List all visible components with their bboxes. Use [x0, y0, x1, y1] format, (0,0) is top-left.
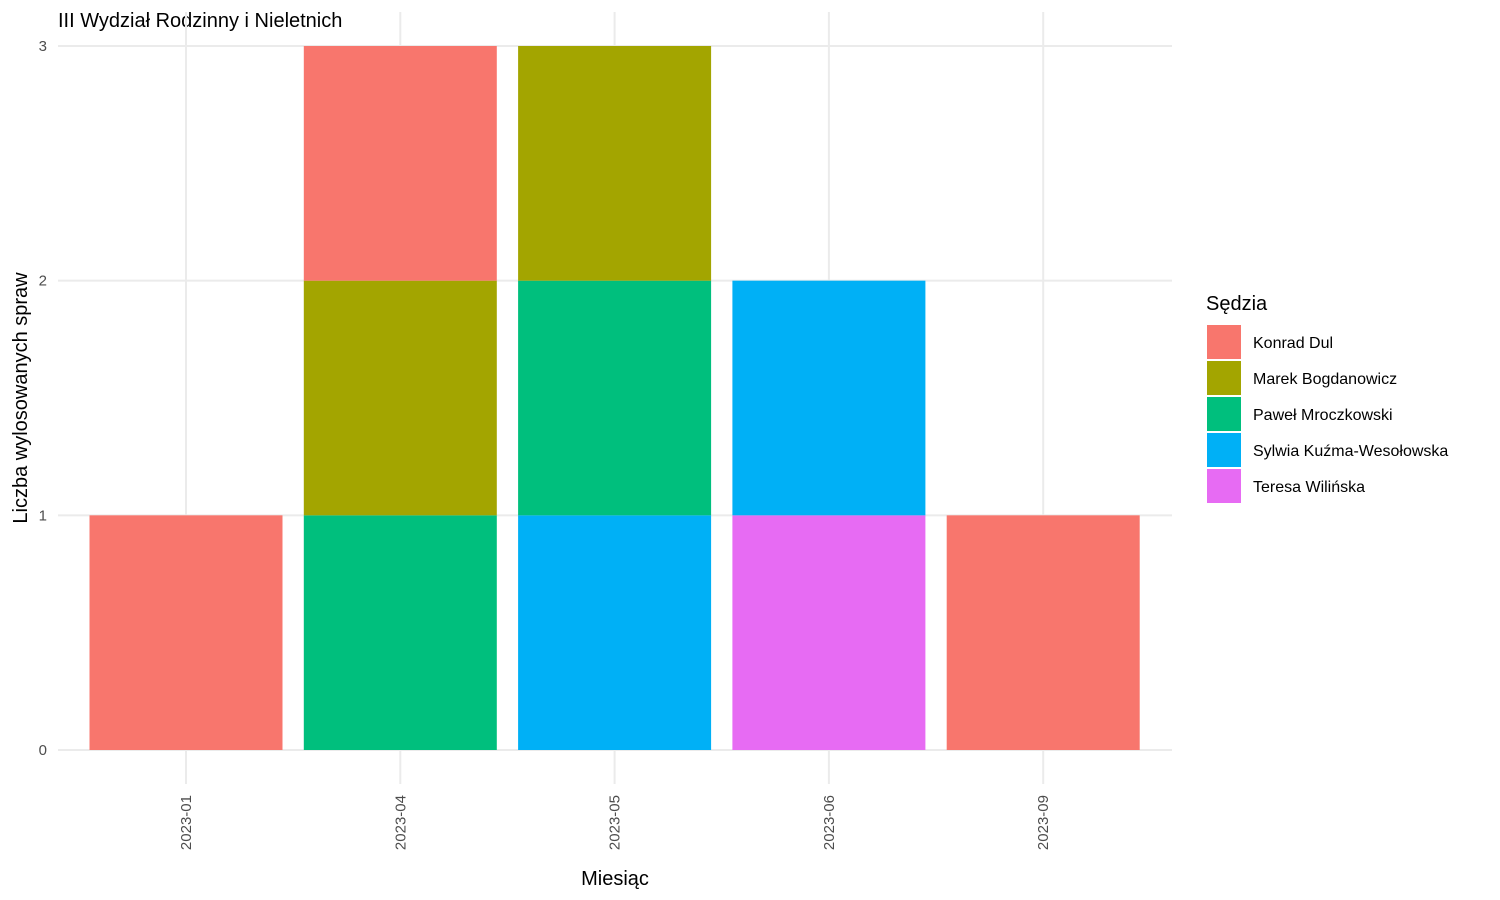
bar-segment [946, 515, 1140, 750]
legend-label: Sylwia Kuźma-Wesołowska [1253, 443, 1448, 460]
bar-segment [732, 280, 926, 516]
bar-segment [303, 280, 497, 516]
legend-label: Paweł Mroczkowski [1253, 407, 1393, 424]
y-axis-title: Liczba wylosowanych spraw [10, 272, 32, 524]
legend: Sędzia Konrad Dul Marek Bogdanowicz Paweł … [1206, 293, 1448, 503]
bar-segment [303, 46, 497, 281]
legend-swatch [1207, 469, 1241, 503]
bar-segment [732, 515, 926, 750]
bar-segment [89, 515, 283, 750]
x-axis-title: Miesiąc [581, 868, 649, 890]
y-tick-label: 0 [39, 742, 47, 759]
legend-swatch [1207, 433, 1241, 467]
y-tick-label: 2 [39, 273, 47, 290]
y-axis-ticks: 0 1 2 3 [39, 38, 47, 759]
bar-segment [518, 46, 712, 281]
bar-segment [303, 515, 497, 750]
legend-label: Marek Bogdanowicz [1253, 371, 1397, 388]
bars [89, 46, 1140, 750]
legend-swatch [1207, 397, 1241, 431]
legend-swatch [1207, 361, 1241, 395]
bar-segment [518, 280, 712, 516]
bar-segment [518, 515, 712, 750]
legend-title: Sędzia [1206, 293, 1268, 315]
x-tick-label: 2023-01 [178, 795, 195, 850]
x-axis-ticks: 2023-01 2023-04 2023-05 2023-06 2023-09 [178, 795, 1052, 850]
x-tick-label: 2023-09 [1035, 795, 1052, 850]
y-tick-label: 1 [39, 507, 47, 524]
legend-label: Konrad Dul [1253, 335, 1333, 352]
x-tick-label: 2023-04 [392, 795, 409, 850]
x-tick-label: 2023-05 [607, 795, 624, 850]
legend-swatch [1207, 325, 1241, 359]
y-tick-label: 3 [39, 38, 47, 55]
chart-title: III Wydział Rodzinny i Nieletnich [58, 10, 342, 32]
x-tick-label: 2023-06 [821, 795, 838, 850]
legend-label: Teresa Wilińska [1253, 479, 1365, 496]
